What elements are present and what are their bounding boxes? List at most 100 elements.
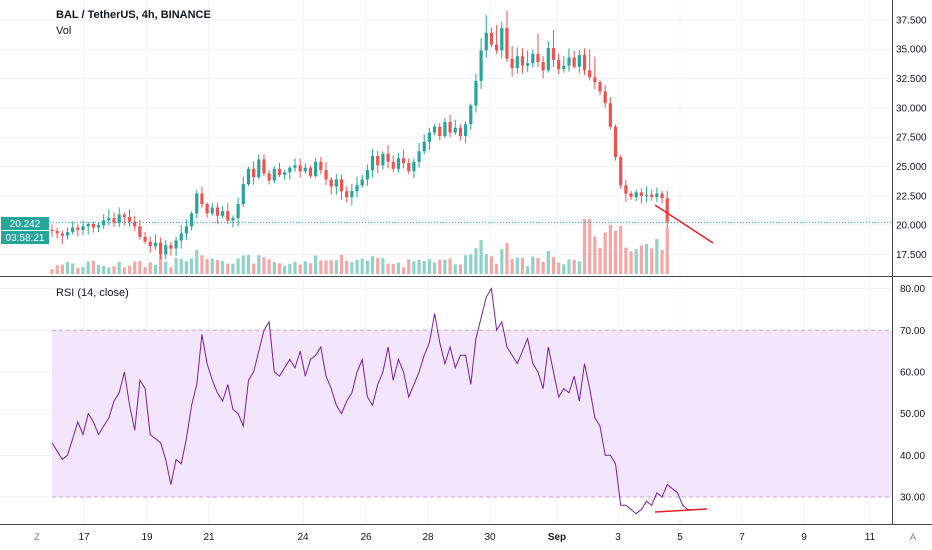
candle-body[interactable]: [489, 32, 494, 45]
candle-body[interactable]: [164, 245, 168, 255]
candle-body[interactable]: [567, 57, 571, 66]
candle-body[interactable]: [246, 168, 251, 185]
candle-body[interactable]: [386, 153, 390, 162]
candle-body[interactable]: [381, 153, 385, 166]
zoom-button[interactable]: Z: [34, 532, 40, 542]
candle-body[interactable]: [221, 211, 225, 216]
candle-body[interactable]: [169, 245, 173, 249]
candle-body[interactable]: [562, 65, 566, 70]
candle-body[interactable]: [505, 28, 509, 59]
candle-body[interactable]: [531, 53, 535, 64]
candle-body[interactable]: [422, 141, 426, 152]
candle-body[interactable]: [288, 167, 292, 173]
candle-body[interactable]: [298, 165, 302, 172]
candle-body[interactable]: [582, 55, 587, 71]
candle-body[interactable]: [458, 127, 463, 137]
candle-body[interactable]: [60, 233, 64, 236]
candle-body[interactable]: [50, 229, 54, 232]
candle-body[interactable]: [231, 218, 235, 221]
candle-body[interactable]: [158, 242, 163, 255]
candle-body[interactable]: [510, 58, 514, 68]
candle-body[interactable]: [329, 179, 333, 187]
candle-body[interactable]: [314, 161, 318, 176]
candle-body[interactable]: [334, 179, 338, 187]
candle-body[interactable]: [71, 227, 75, 233]
candle-body[interactable]: [660, 193, 664, 199]
candle-body[interactable]: [210, 207, 214, 214]
candle-body[interactable]: [236, 204, 240, 219]
candle-body[interactable]: [427, 132, 432, 142]
candle-body[interactable]: [153, 242, 157, 247]
candle-body[interactable]: [469, 105, 473, 125]
candle-body[interactable]: [205, 204, 209, 214]
candle-body[interactable]: [541, 62, 545, 71]
candle-body[interactable]: [391, 161, 395, 169]
candle-body[interactable]: [432, 126, 437, 133]
candle-body[interactable]: [86, 224, 90, 227]
candle-body[interactable]: [453, 127, 457, 133]
candle-body[interactable]: [133, 221, 137, 227]
candle-body[interactable]: [634, 192, 638, 198]
auto-scale-button[interactable]: A: [910, 532, 916, 542]
candle-body[interactable]: [644, 194, 649, 196]
candle-body[interactable]: [262, 159, 266, 174]
candle-body[interactable]: [267, 173, 271, 181]
candle-body[interactable]: [138, 226, 142, 237]
candle-body[interactable]: [520, 56, 525, 66]
candle-body[interactable]: [546, 48, 550, 71]
candle-body[interactable]: [76, 227, 80, 230]
candle-body[interactable]: [252, 168, 256, 178]
candle-body[interactable]: [608, 103, 612, 127]
candle-body[interactable]: [412, 161, 416, 172]
candle-body[interactable]: [401, 158, 406, 164]
candle-body[interactable]: [376, 155, 380, 166]
candle-body[interactable]: [526, 63, 530, 66]
candle-body[interactable]: [479, 50, 483, 81]
candle-body[interactable]: [345, 191, 349, 198]
candle-body[interactable]: [665, 198, 669, 222]
candle-body[interactable]: [122, 214, 126, 217]
candle-body[interactable]: [319, 161, 323, 171]
candle-body[interactable]: [417, 151, 421, 162]
candle-body[interactable]: [588, 70, 592, 78]
candle-body[interactable]: [572, 57, 576, 67]
candle-body[interactable]: [174, 240, 178, 249]
candle-body[interactable]: [624, 185, 628, 194]
candle-body[interactable]: [107, 218, 111, 221]
rsi-label[interactable]: RSI (14, close): [56, 287, 129, 299]
candle-body[interactable]: [102, 220, 106, 226]
candle-body[interactable]: [515, 56, 519, 68]
candle-body[interactable]: [407, 163, 411, 172]
candle-body[interactable]: [96, 225, 101, 228]
candle-body[interactable]: [593, 77, 597, 83]
candle-body[interactable]: [598, 82, 602, 92]
candle-body[interactable]: [257, 159, 261, 178]
candle-body[interactable]: [355, 185, 359, 192]
candle-body[interactable]: [438, 126, 442, 137]
candle-body[interactable]: [603, 91, 607, 104]
candle-body[interactable]: [215, 207, 220, 216]
candle-body[interactable]: [474, 80, 478, 106]
candle-body[interactable]: [308, 167, 313, 176]
candles[interactable]: [50, 10, 669, 260]
candle-body[interactable]: [179, 233, 183, 241]
candle-body[interactable]: [184, 226, 189, 234]
candle-body[interactable]: [226, 211, 230, 221]
candle-body[interactable]: [91, 224, 95, 228]
candle-body[interactable]: [117, 214, 121, 223]
candle-body[interactable]: [629, 193, 633, 198]
candle-body[interactable]: [189, 213, 194, 227]
candle-body[interactable]: [283, 172, 287, 175]
candle-body[interactable]: [655, 193, 659, 198]
candle-body[interactable]: [303, 167, 307, 172]
candle-body[interactable]: [81, 226, 85, 230]
candle-body[interactable]: [339, 179, 344, 192]
candle-body[interactable]: [577, 55, 581, 67]
candle-body[interactable]: [639, 192, 643, 196]
candle-body[interactable]: [148, 241, 152, 247]
candle-body[interactable]: [650, 194, 654, 198]
rsi-trendline[interactable]: [654, 508, 708, 513]
candle-body[interactable]: [360, 179, 364, 186]
candle-body[interactable]: [241, 184, 245, 205]
candle-body[interactable]: [65, 232, 70, 236]
